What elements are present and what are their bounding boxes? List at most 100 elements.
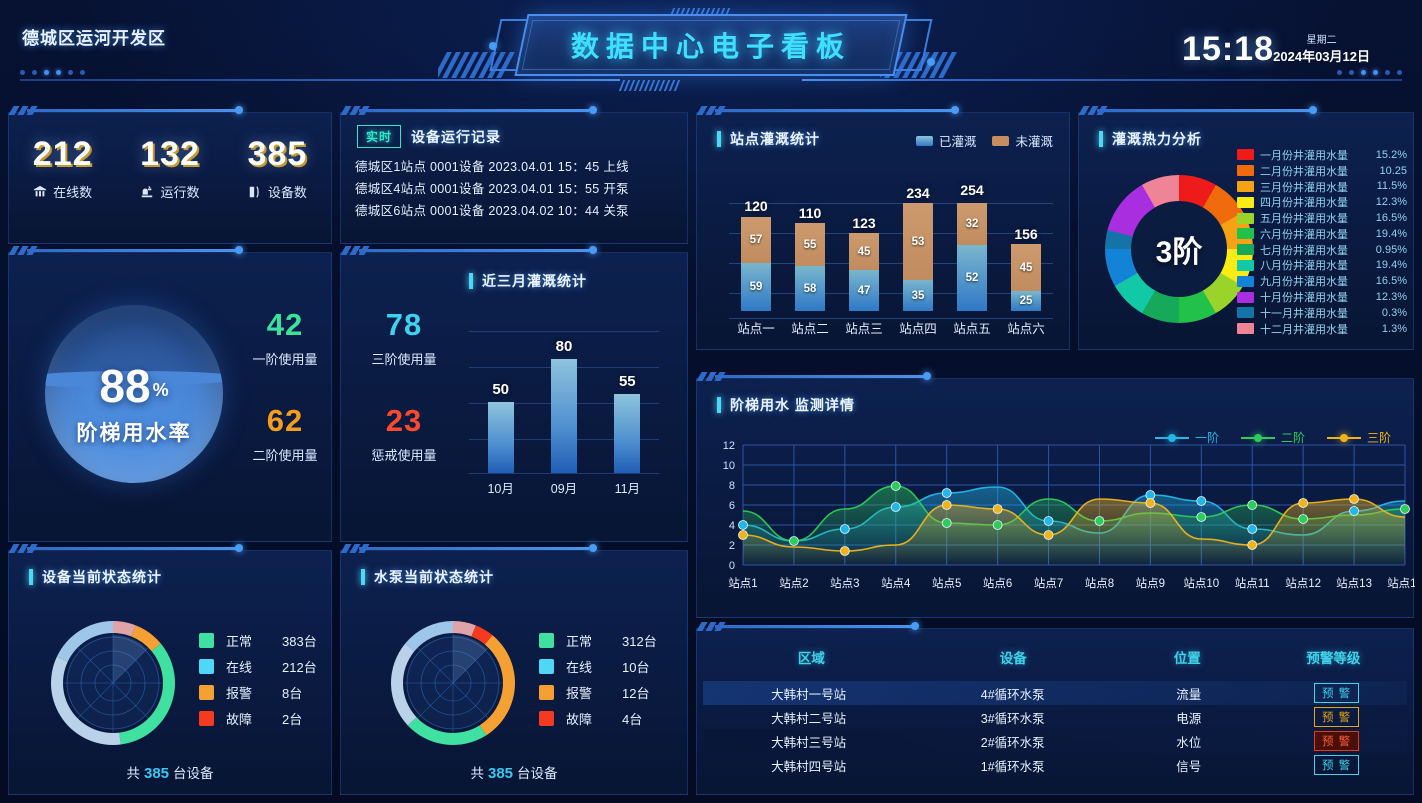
cell-level: 预 警 [1266,731,1407,751]
legend-item[interactable]: 六月份井灌用水量 19.4% [1237,226,1407,242]
legend-value: 2台 [282,711,303,727]
legend-label: 七月份井灌用水量 [1260,244,1348,257]
legend-swatch-icon [199,658,214,674]
svg-text:12: 12 [723,440,735,452]
legend-item[interactable]: 十一月井灌用水量 0.3% [1237,305,1407,321]
bar-segment-irrigated: 47 [849,270,879,311]
legend-item-tier3[interactable]: 三阶 [1326,429,1391,446]
legend-item[interactable]: 四月份井灌用水量 12.3% [1237,194,1407,210]
bar-total: 123 [852,215,876,231]
legend-value: 16.5% [1375,275,1407,288]
legend-item-tier2[interactable]: 二阶 [1240,429,1305,446]
device-status-header: 设备当前状态统计 [9,551,331,587]
device-log-header: 实时 设备运行记录 [341,113,687,148]
legend-item-online[interactable]: 在线 212台 [199,653,317,679]
svg-text:站点12: 站点12 [1285,576,1321,590]
table-row[interactable]: 大韩村三号站 2#循环水泵 水位 预 警 [703,729,1407,753]
recent-irrigation-panel: 78 三阶使用量 23 惩戒使用量 近三月灌溉统计 50 80 [340,246,688,542]
legend-label: 十一月井灌用水量 [1260,307,1348,320]
legend-item[interactable]: 五月份井灌用水量 16.5% [1237,210,1407,226]
heat-analysis-panel: 灌溉热力分析 3阶 一月份井灌用水量 15.2% 二月份井灌用水量 10.25 三月… [1078,106,1414,350]
legend-item[interactable]: 一月份井灌用水量 15.2% [1237,147,1407,163]
legend-item[interactable]: 七月份井灌用水量 0.95% [1237,242,1407,258]
svg-text:6: 6 [729,500,735,512]
pump-status-header: 水泵当前状态统计 [341,551,687,587]
legend-item[interactable]: 九月份井灌用水量 16.5% [1237,273,1407,289]
x-tick: 10月 [487,482,514,496]
device-log-list: 德城区1站点 0001设备 2023.04.01 15：45 上线 德城区4站点… [341,148,687,222]
cell-device: 2#循环水泵 [980,735,1045,750]
panel-top-bar [8,544,331,553]
legend-item-alarm[interactable]: 报警 12台 [539,679,657,705]
heat-donut-chart [1105,175,1253,323]
org-title: 德城区运河开发区 [22,29,166,48]
device-status-donut [50,621,175,745]
bar-segment-not-irrigated: 57 [741,217,771,263]
cell-position: 信号 [1176,759,1202,774]
recent-irrigation-header: 近三月灌溉统计 [341,253,687,291]
recent-irrigation-bars: 50 80 55 [469,331,659,473]
table-row[interactable]: 大韩村一号站 4#循环水泵 流量 预 警 [703,681,1407,705]
legend-item-normal[interactable]: 正常 383台 [199,627,317,653]
legend-item[interactable]: 二月份井灌用水量 10.25 [1237,163,1407,179]
legend-item-normal[interactable]: 正常 312台 [539,627,657,653]
legend-item[interactable]: 十月份井灌用水量 12.3% [1237,289,1407,305]
x-tick: 站点一 [737,322,775,336]
bar-value: 55 [618,373,636,390]
bar-item: 50 [471,381,531,473]
legend-item-tier1[interactable]: 一阶 [1154,429,1219,446]
water-rate-gauge: 88% 阶梯用水率 [45,305,223,483]
legend-label: 十月份井灌用水量 [1260,292,1348,305]
legend-label: 三月份井灌用水量 [1260,181,1348,194]
dashboard-header: 德城区运河开发区 数据中心电子看板 [0,0,1422,100]
legend-swatch-icon [199,632,214,648]
dashboard-title: 数据中心电子看板 [570,31,851,62]
recent-irrigation-xaxis: 10月 09月 11月 [469,478,659,497]
legend-value: 8台 [282,685,303,701]
dashboard-title-wrap: 数据中心电子看板 [489,8,935,91]
table-row[interactable]: 大韩村二号站 3#循环水泵 电源 预 警 [703,705,1407,729]
legend-value: 0.3% [1381,306,1407,319]
col-header-area: 区域 [797,651,825,666]
header-clock: 15:18 [1182,30,1274,68]
svg-text:站点3: 站点3 [830,576,859,590]
legend-value: 10.25 [1379,164,1407,177]
cell-position: 电源 [1176,711,1202,726]
legend-value: 12.3% [1375,196,1407,209]
legend-item-fault[interactable]: 故障 2台 [199,705,317,731]
device-icon [249,185,259,198]
stacked-bar-item: 156 45 25 [1004,203,1048,311]
legend-item-alarm[interactable]: 报警 8台 [199,679,317,705]
bar-segment-not-irrigated: 45 [1011,244,1041,291]
water-rate-caption: 阶梯用水率 [76,422,192,445]
legend-label: 报警 [566,685,593,701]
svg-text:站点13: 站点13 [1336,576,1372,590]
kpi-item-running: 132 运行数 [140,135,200,201]
bar-segment-not-irrigated: 32 [957,203,987,245]
pump-icon [142,185,153,197]
legend-item-irrigated[interactable]: 已灌溉 [915,131,976,150]
device-log-title: 设备运行记录 [411,128,502,145]
line-detail-chart: 0 2 4 6 8 10 12 站点1 站点2 站点3 站点4 站点5 站点6 站点7 站点8 站点9 站点10… [723,440,1415,590]
legend-value: 19.4% [1375,259,1407,272]
svg-text:8: 8 [729,480,735,492]
heat-legend: 一月份井灌用水量 15.2% 二月份井灌用水量 10.25 三月份井灌用水量 11.5… [1237,147,1407,337]
bar-value: 80 [555,338,573,355]
legend-item[interactable]: 十二月井灌用水量 1.3% [1237,321,1407,337]
legend-item[interactable]: 八月份井灌用水量 19.4% [1237,258,1407,274]
gateway-icon [34,185,47,196]
header-date-text: 2024年03月12日 [1273,48,1370,64]
svg-text:站点8: 站点8 [1085,576,1114,590]
legend-item-not-irrigated[interactable]: 未灌溉 [992,131,1053,150]
title-mark [361,569,365,585]
legend-item-fault[interactable]: 故障 4台 [539,705,657,731]
kpi-panel: 212 在线数 132 运行数 385 设备数 [8,106,332,244]
total-suffix: 台设备 [517,766,558,781]
device-log-panel: 实时 设备运行记录 德城区1站点 0001设备 2023.04.01 15：45… [340,106,688,244]
station-chart: 120 57 59 110 55 58 123 45 47 234 53 [723,182,1053,339]
legend-item[interactable]: 三月份井灌用水量 11.5% [1237,179,1407,195]
svg-text:站点4: 站点4 [881,576,911,590]
stacked-bar-item: 234 53 35 [896,185,940,311]
legend-item-online[interactable]: 在线 10台 [539,653,657,679]
table-row[interactable]: 大韩村四号站 1#循环水泵 信号 预 警 [703,753,1407,777]
